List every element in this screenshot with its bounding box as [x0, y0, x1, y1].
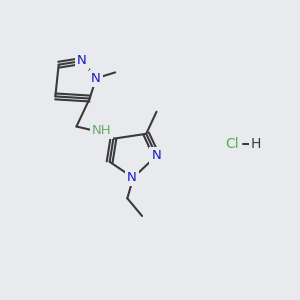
Text: NH: NH	[92, 124, 111, 136]
Text: H: H	[251, 137, 261, 151]
Text: Cl: Cl	[226, 137, 239, 151]
Text: N: N	[91, 72, 101, 85]
Text: N: N	[127, 171, 136, 184]
Text: N: N	[152, 149, 161, 162]
Text: N: N	[77, 55, 87, 68]
